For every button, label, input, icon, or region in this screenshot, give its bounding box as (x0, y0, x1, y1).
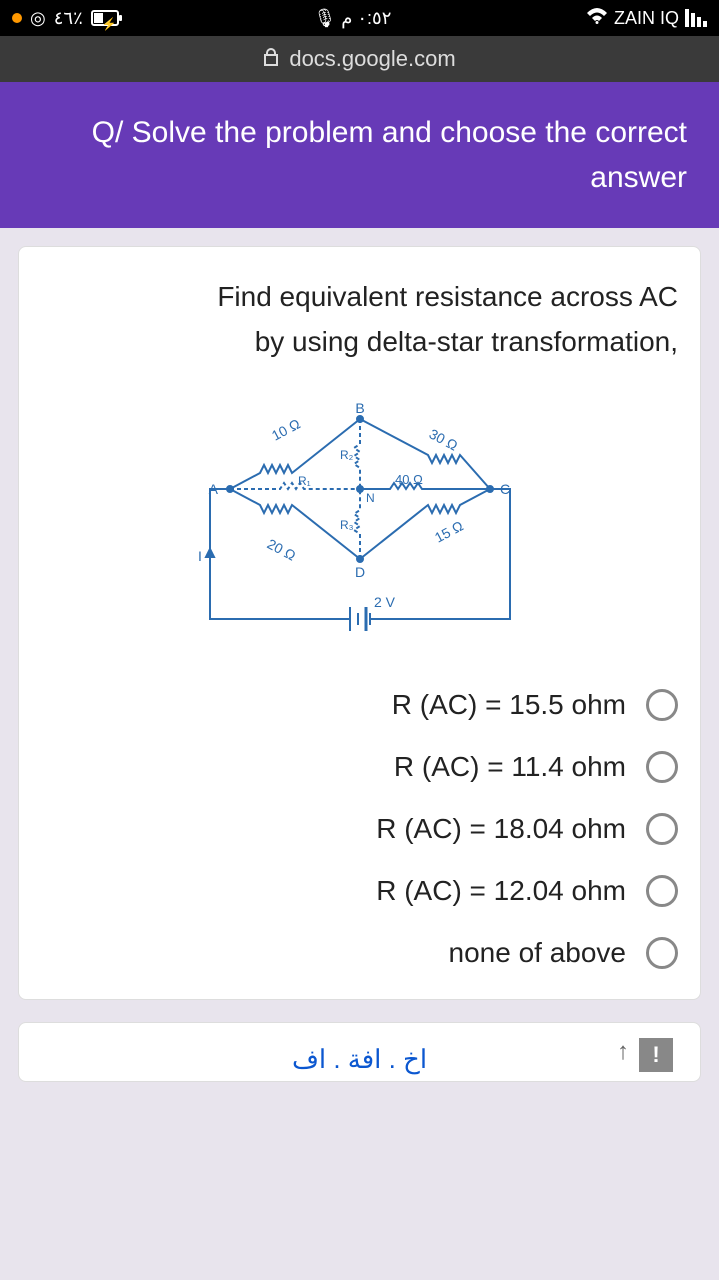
header-text: Q/ Solve the problem and choose the corr… (92, 116, 687, 194)
battery-pct: ٪٤٦ (54, 8, 83, 29)
svg-text:10 Ω: 10 Ω (268, 415, 302, 443)
carrier-label: ZAIN IQ (614, 8, 679, 29)
svg-text:2 V: 2 V (374, 594, 396, 610)
svg-text:D: D (354, 564, 364, 580)
up-arrow-icon[interactable]: ↑ (617, 1038, 629, 1066)
circuit-diagram: A B C D N 10 Ω 30 Ω 20 Ω 15 Ω 40 Ω R₁ R₂… (41, 389, 678, 649)
bottom-card: اخ . افة . اف (18, 1022, 701, 1082)
time-label: ٠:٥٢ م (341, 8, 391, 28)
radio-icon[interactable] (646, 937, 678, 969)
prompt-line-2: ,by using delta-star transformation (41, 320, 678, 365)
option-3[interactable]: R (AC) = 12.04 ohm (41, 875, 678, 907)
url-text: docs.google.com (289, 46, 455, 72)
svg-text:R₃: R₃ (340, 518, 354, 532)
question-prompt: Find equivalent resistance across AC ,by… (41, 275, 678, 365)
mic-icon: 🎙 (313, 8, 336, 28)
option-label: none of above (449, 937, 627, 969)
option-0[interactable]: R (AC) = 15.5 ohm (41, 689, 678, 721)
option-1[interactable]: R (AC) = 11.4 ohm (41, 751, 678, 783)
wifi-icon (586, 7, 608, 30)
lock-icon (263, 48, 279, 71)
radio-icon[interactable] (646, 751, 678, 783)
option-4[interactable]: none of above (41, 937, 678, 969)
svg-text:15 Ω: 15 Ω (431, 517, 465, 545)
option-label: R (AC) = 18.04 ohm (376, 813, 626, 845)
svg-text:30 Ω: 30 Ω (426, 425, 460, 453)
battery-icon: ⚡ (91, 10, 119, 26)
svg-text:I: I (198, 548, 202, 564)
report-icon[interactable]: ! (639, 1038, 673, 1072)
radio-icon[interactable] (646, 813, 678, 845)
option-label: R (AC) = 12.04 ohm (376, 875, 626, 907)
status-right: ZAIN IQ (586, 7, 707, 30)
svg-text:R₁: R₁ (298, 474, 311, 488)
svg-text:20 Ω: 20 Ω (264, 535, 298, 563)
bottom-arabic-text: اخ . افة . اف (19, 1044, 700, 1075)
svg-text:R₂: R₂ (340, 448, 354, 462)
status-left: ⚡ ٪٤٦ ◎ (12, 8, 119, 29)
radio-icon[interactable] (646, 875, 678, 907)
status-time: ٠:٥٢ م 🎙 (119, 8, 586, 29)
url-bar[interactable]: docs.google.com (0, 36, 719, 82)
main: Find equivalent resistance across AC ,by… (0, 228, 719, 1082)
signal-icon (685, 9, 707, 27)
svg-text:N: N (366, 491, 375, 505)
svg-text:A: A (208, 481, 218, 497)
recording-dot-icon (12, 13, 22, 23)
option-label: R (AC) = 11.4 ohm (394, 751, 626, 783)
svg-text:B: B (355, 400, 364, 416)
radio-icon[interactable] (646, 689, 678, 721)
question-card: Find equivalent resistance across AC ,by… (18, 246, 701, 1000)
question-header: Q/ Solve the problem and choose the corr… (0, 82, 719, 228)
option-label: R (AC) = 15.5 ohm (392, 689, 626, 721)
svg-text:40 Ω: 40 Ω (395, 472, 423, 487)
prompt-line-1: Find equivalent resistance across AC (41, 275, 678, 320)
target-icon: ◎ (30, 8, 46, 29)
options-list: R (AC) = 15.5 ohm R (AC) = 11.4 ohm R (A… (41, 689, 678, 969)
status-bar: ZAIN IQ ٠:٥٢ م 🎙 ⚡ ٪٤٦ ◎ (0, 0, 719, 36)
svg-text:C: C (500, 481, 510, 497)
option-2[interactable]: R (AC) = 18.04 ohm (41, 813, 678, 845)
